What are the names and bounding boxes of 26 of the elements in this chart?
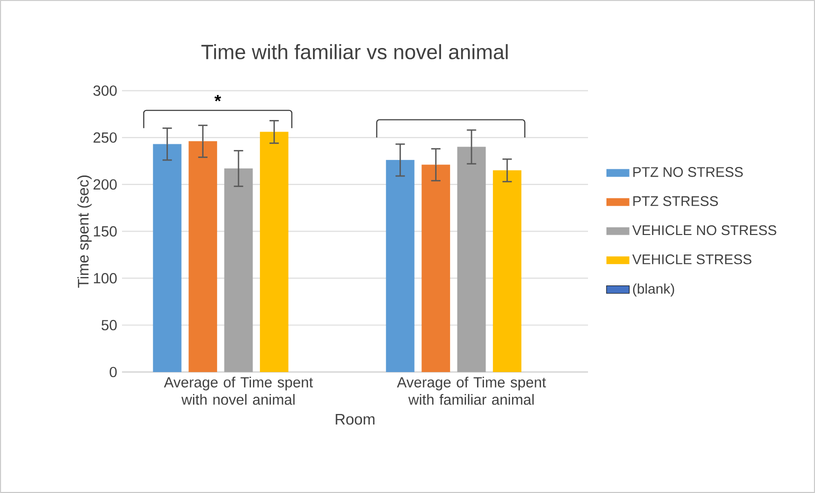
bar — [224, 168, 253, 372]
y-tick-label: 100 — [94, 273, 117, 284]
y-tick-label: 300 — [93, 85, 117, 96]
x-tick-label: Average of Time spent with novel animal — [164, 376, 313, 405]
bar — [492, 170, 522, 372]
x-tick-label: Average of Time spent with familiar animal — [396, 376, 546, 405]
y-tick-label: 150 — [94, 226, 117, 237]
x-axis-title: Room — [336, 414, 374, 425]
bar — [386, 160, 414, 372]
y-axis-title: Time spent (sec) — [77, 175, 92, 288]
legend-label: PTZ NO STRESS — [633, 167, 743, 177]
bar — [457, 146, 486, 372]
legend-label: VEHICLE NO STRESS — [632, 225, 776, 236]
chart-title: Time with familiar vs novel animal — [201, 44, 508, 60]
y-tick-label: 200 — [94, 179, 117, 190]
y-tick-label: 50 — [102, 320, 117, 330]
legend-label: VEHICLE STRESS — [632, 254, 752, 264]
legend-label: PTZ STRESS — [633, 196, 718, 206]
annotation: * — [214, 94, 222, 102]
bar — [152, 144, 182, 372]
y-tick-label: 0 — [110, 366, 117, 378]
bar — [260, 132, 288, 372]
bar — [188, 141, 218, 372]
bar — [422, 164, 450, 372]
y-tick-label: 250 — [94, 132, 117, 143]
legend-label: (blank) — [633, 283, 674, 297]
